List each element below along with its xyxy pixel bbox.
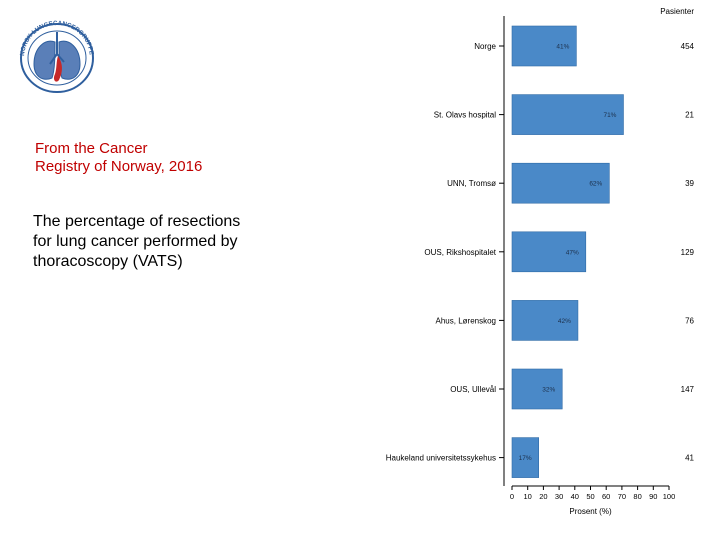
x-tick-label: 80 <box>633 492 641 501</box>
bar-value-label: 62% <box>589 181 602 188</box>
lung-cancer-group-logo: NORSK LUNGECANCERGRUPPE <box>19 20 95 93</box>
bar-value-label: 41% <box>556 44 569 51</box>
category-label: Ahus, Lørenskog <box>436 316 496 325</box>
category-label: Haukeland universitetssykehus <box>386 454 496 463</box>
patients-header: Pasienter <box>660 7 694 16</box>
x-axis-title: Prosent (%) <box>569 507 612 516</box>
category-label: Norge <box>474 42 496 51</box>
x-tick-label: 100 <box>663 492 676 501</box>
x-tick-label: 60 <box>602 492 610 501</box>
bar <box>511 94 624 135</box>
patient-count: 454 <box>681 42 695 51</box>
x-tick-label: 30 <box>555 492 563 501</box>
patient-count: 21 <box>685 111 694 120</box>
patient-count: 39 <box>685 179 694 188</box>
bar <box>511 162 610 204</box>
x-tick-label: 10 <box>524 492 532 501</box>
bar-value-label: 42% <box>558 318 571 325</box>
bar-value-label: 32% <box>542 387 555 394</box>
x-tick-label: 70 <box>618 492 626 501</box>
category-label: UNN, Tromsø <box>447 179 496 188</box>
category-label: OUS, Ullevål <box>450 385 496 394</box>
bar <box>511 437 539 478</box>
x-tick-label: 0 <box>510 492 514 501</box>
bar-value-label: 17% <box>519 455 532 462</box>
category-label: OUS, Rikshospitalet <box>424 248 496 257</box>
x-tick-label: 90 <box>649 492 657 501</box>
patient-count: 41 <box>685 454 694 463</box>
x-tick-label: 40 <box>571 492 579 501</box>
bar-value-label: 47% <box>566 249 579 256</box>
category-label: St. Olavs hospital <box>434 111 496 120</box>
bar <box>511 368 563 410</box>
x-tick-label: 50 <box>586 492 594 501</box>
patient-count: 147 <box>681 385 695 394</box>
registry-source-text: From the Cancer Registry of Norway, 2016 <box>35 140 203 175</box>
patient-count: 76 <box>685 316 694 325</box>
patient-count: 129 <box>681 248 695 257</box>
bar <box>511 25 577 67</box>
chart-description-text: The percentage of resections for lung ca… <box>33 213 241 270</box>
bar <box>511 300 579 341</box>
x-tick-label: 20 <box>539 492 547 501</box>
bar-value-label: 71% <box>603 112 616 119</box>
bar <box>511 231 587 273</box>
